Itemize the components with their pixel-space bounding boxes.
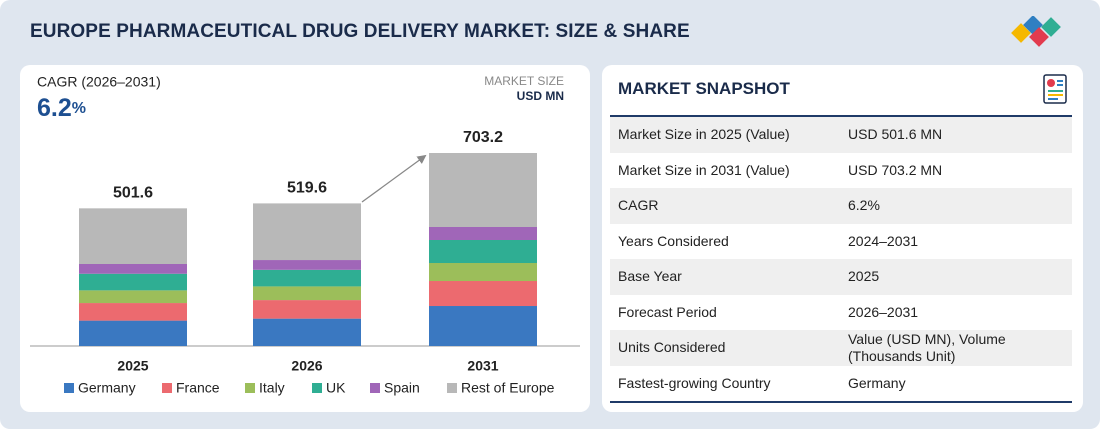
cagr-label: CAGR (2026–2031)	[37, 74, 161, 90]
legend-swatch	[162, 383, 172, 393]
legend-swatch	[447, 383, 457, 393]
snapshot-label: Fastest-growing Country	[618, 374, 771, 391]
total-label: 703.2	[463, 129, 503, 146]
bar-segment	[79, 290, 187, 304]
snapshot-row: Units Considered Value (USD MN), Volume (…	[610, 330, 1072, 366]
bar-segment	[429, 240, 537, 264]
snapshot-row: CAGR 6.2%	[610, 188, 1072, 224]
snapshot-title: MARKET SNAPSHOT	[618, 79, 790, 98]
snapshot-label: Market Size in 2031 (Value)	[618, 161, 790, 178]
bar-segment	[429, 153, 537, 227]
cagr-unit: %	[72, 100, 86, 117]
x-tick-label: 2026	[291, 358, 322, 374]
bar-segment	[429, 281, 537, 307]
snapshot-row: Forecast Period 2026–2031	[610, 295, 1072, 331]
snapshot-row: Market Size in 2025 (Value) USD 501.6 MN	[610, 116, 1072, 153]
legend-swatch	[64, 383, 74, 393]
bar-segment	[253, 203, 361, 261]
snapshot-value: 6.2%	[840, 188, 1072, 224]
bar-segment	[253, 300, 361, 319]
cagr-value: 6.2%	[37, 94, 86, 122]
snapshot-row: Fastest-growing Country Germany	[610, 366, 1072, 403]
unit-title: MARKET SIZE	[484, 74, 564, 88]
bar-segment	[253, 269, 361, 287]
bar-segment	[79, 303, 187, 321]
legend-swatch	[312, 383, 322, 393]
bar-segment	[79, 273, 187, 291]
snapshot-label: CAGR	[610, 188, 840, 224]
legend-swatch	[245, 383, 255, 393]
chart-panel: CAGR (2026–2031) 6.2% MARKET SIZE USD MN…	[20, 65, 590, 412]
snapshot-value: 2024–2031	[848, 232, 919, 249]
bar-segment	[79, 320, 187, 346]
bar-segment	[253, 260, 361, 270]
x-tick-label: 2031	[467, 358, 498, 374]
bar-segment	[429, 226, 537, 241]
x-tick-label: 2025	[117, 358, 148, 374]
snapshot-label: Base Year	[610, 259, 840, 295]
legend-label: Spain	[384, 380, 420, 396]
bar-segment	[429, 263, 537, 282]
snapshot-label: Market Size in 2025 (Value)	[610, 116, 840, 153]
legend-swatch	[370, 383, 380, 393]
snapshot-row: Market Size in 2031 (Value) USD 703.2 MN	[610, 153, 1072, 189]
bar-segment	[79, 263, 187, 274]
snapshot-label: Years Considered	[618, 232, 729, 249]
snapshot-value: Value (USD MN), Volume (Thousands Unit)	[840, 330, 1072, 366]
legend-label: Rest of Europe	[461, 380, 555, 396]
chart: CAGR (2026–2031) 6.2% MARKET SIZE USD MN…	[30, 74, 580, 396]
snapshot-table: Market Size in 2025 (Value) USD 501.6 MN M…	[610, 115, 1072, 403]
legend-label: UK	[326, 380, 346, 396]
total-label: 501.6	[113, 185, 153, 202]
legend-label: Germany	[78, 380, 136, 396]
snapshot-label: Units Considered	[610, 330, 840, 366]
bar-segment	[253, 318, 361, 346]
logo	[1011, 16, 1061, 47]
snapshot-value: USD 501.6 MN	[840, 116, 1072, 153]
snapshot-value: 2025	[840, 259, 1072, 295]
growth-arrow	[361, 154, 427, 203]
snapshot-value: USD 703.2 MN	[848, 161, 943, 178]
snapshot-value: Germany	[848, 374, 906, 391]
snapshot-panel: MARKET SNAPSHOT Market Size in 2025 (Val…	[602, 65, 1083, 412]
snapshot-icon	[1043, 74, 1067, 104]
legend-label: Italy	[259, 380, 285, 396]
bar-segment	[79, 208, 187, 264]
bar-segment	[429, 306, 537, 346]
bar-segment	[253, 286, 361, 301]
total-label: 519.6	[287, 180, 327, 197]
legend-label: France	[176, 380, 220, 396]
snapshot-row: Base Year 2025	[610, 259, 1072, 295]
snapshot-row: Years Considered 2024–2031	[610, 224, 1072, 260]
unit: USD MN	[517, 89, 564, 103]
cagr-number: 6.2	[37, 94, 72, 122]
page-title: EUROPE PHARMACEUTICAL DRUG DELIVERY MARK…	[30, 21, 690, 42]
snapshot-label: Forecast Period	[618, 303, 717, 320]
snapshot-value: 2026–2031	[848, 303, 919, 320]
